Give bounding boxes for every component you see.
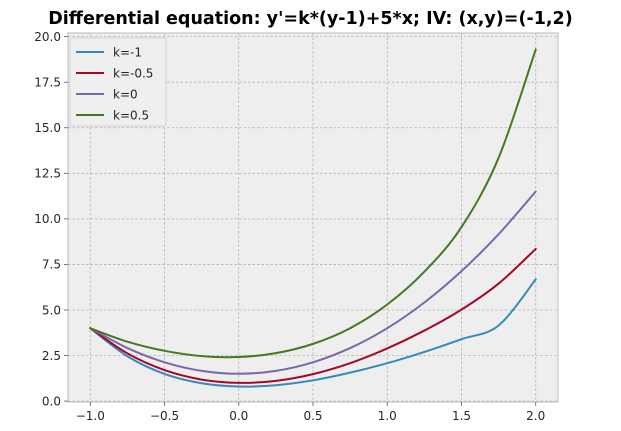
legend-label: k=-1 — [113, 45, 142, 59]
chart-title: Differential equation: y'=k*(y-1)+5*x; I… — [48, 9, 572, 29]
x-tick-label: 0.0 — [229, 409, 248, 423]
y-tick-label: 7.5 — [42, 258, 61, 272]
plot-area: −1.0 −0.5 0.0 0.5 1.0 1.5 2.0 0.0 2.5 5.0 7.5 10.0 1… — [34, 30, 559, 423]
x-tick-label: 1.5 — [452, 409, 471, 423]
y-tick-label: 17.5 — [34, 76, 61, 90]
x-tick-label: 1.0 — [378, 409, 397, 423]
y-tick-label: 20.0 — [34, 30, 61, 44]
series-line-4 — [89, 48, 537, 359]
y-tick-label: 12.5 — [34, 167, 61, 181]
series-line-2 — [89, 247, 537, 384]
y-tick-label: 10.0 — [34, 212, 61, 226]
series-line-3 — [89, 190, 537, 375]
legend-label: k=-0.5 — [113, 66, 153, 80]
y-tick-label: 2.5 — [42, 349, 61, 363]
x-tick-label: 0.5 — [303, 409, 322, 423]
x-tick-label: −1.0 — [76, 409, 105, 423]
y-tick-label: 0.0 — [42, 394, 61, 408]
x-tick-label: 2.0 — [526, 409, 545, 423]
legend-label: k=0 — [113, 87, 138, 101]
y-tick-label: 15.0 — [34, 121, 61, 135]
legend-label: k=0.5 — [113, 108, 149, 122]
y-tick-label: 5.0 — [42, 303, 61, 317]
series-line-1 — [89, 278, 537, 388]
legend-box — [69, 37, 167, 127]
x-tick-label: −0.5 — [150, 409, 179, 423]
